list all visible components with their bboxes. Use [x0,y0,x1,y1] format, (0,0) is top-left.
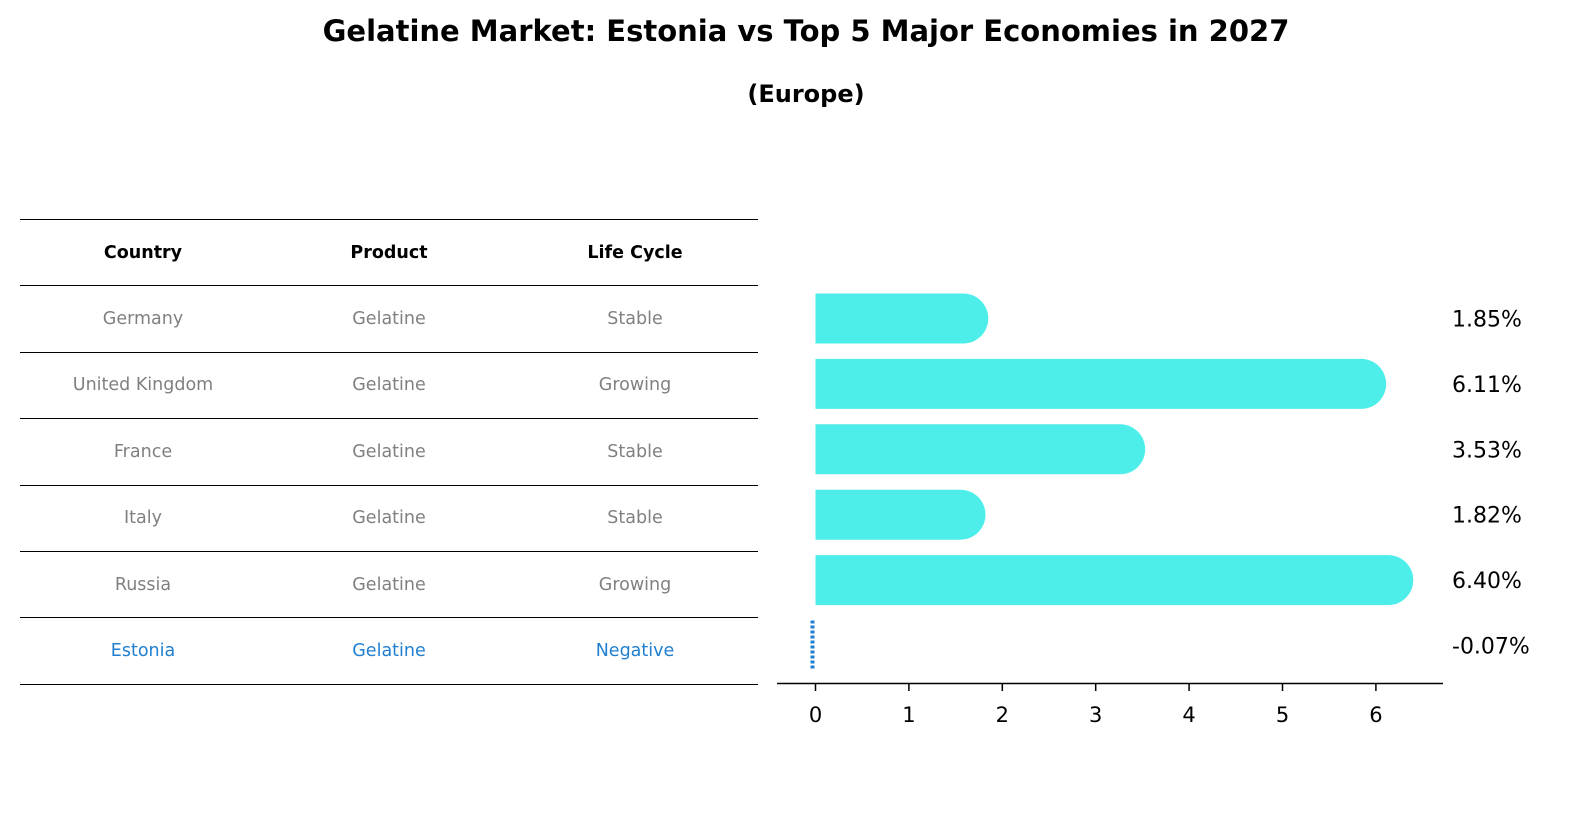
chart-subtitle: (Europe) [747,80,865,108]
cell-country: Italy [20,484,266,552]
table-row: United Kingdom Gelatine Growing [20,351,758,420]
table-row: France Gelatine Stable [20,418,758,486]
bar [815,555,1414,606]
cell-product: Gelatine [266,285,512,353]
table-row: Italy Gelatine Stable [20,484,758,552]
x-tick-label: 3 [1089,703,1102,727]
table-row-highlighted: Estonia Gelatine Negative [20,617,758,685]
cell-product: Gelatine [266,484,512,552]
cell-country: United Kingdom [20,351,266,420]
table-row: Russia Gelatine Growing [20,550,758,619]
x-tick-label: 5 [1276,703,1289,727]
data-label: -0.07% [1452,635,1530,660]
x-tick-label: 6 [1369,703,1382,727]
market-table: Country Product Life Cycle Germany Gelat… [20,218,758,685]
cell-country: France [20,418,266,486]
cell-country: Estonia [20,617,266,685]
data-label: 1.85% [1452,308,1522,333]
cell-life-cycle: Stable [512,285,758,353]
chart-title: Gelatine Market: Estonia vs Top 5 Major … [322,14,1290,48]
cell-product: Gelatine [266,351,512,420]
header-product: Product [266,218,512,287]
header-country: Country [20,218,266,287]
x-tick-label: 4 [1182,703,1195,727]
data-label: 3.53% [1452,438,1522,463]
bar [815,424,1146,475]
x-tick-label: 2 [996,703,1009,727]
x-tick-label: 1 [902,703,915,727]
cell-product: Gelatine [266,617,512,685]
x-tick-label: 0 [809,703,822,727]
bar [815,489,986,540]
bar [815,293,989,344]
bar [815,358,1387,409]
cell-country: Germany [20,285,266,353]
cell-life-cycle: Growing [512,351,758,420]
data-label: 1.82% [1452,504,1522,529]
table-row: Germany Gelatine Stable [20,285,758,353]
cell-life-cycle: Growing [512,550,758,619]
cell-country: Russia [20,550,266,619]
header-life-cycle: Life Cycle [512,218,758,287]
cell-life-cycle: Stable [512,418,758,486]
data-label: 6.40% [1452,569,1522,594]
cell-life-cycle: Stable [512,484,758,552]
data-label: 6.11% [1452,373,1522,398]
table-header-row: Country Product Life Cycle [20,218,758,287]
cell-life-cycle: Negative [512,617,758,685]
